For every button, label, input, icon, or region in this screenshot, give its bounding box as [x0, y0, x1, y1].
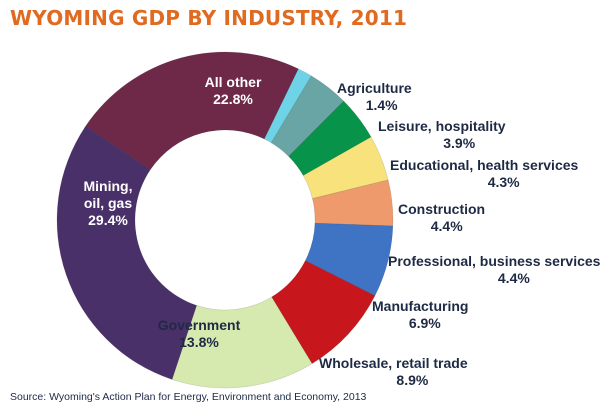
slice-value-label: 22.8% [213, 91, 253, 107]
slice-mining-oil-gas [56, 125, 198, 380]
slice-name-label: Professional, business services [388, 253, 601, 269]
slice-agriculture [263, 68, 312, 144]
slice-label: Leisure, hospitality 3.9% [378, 118, 506, 151]
slice-name-label: Mining, [84, 178, 133, 194]
slice-value-label: 4.4% [431, 218, 463, 234]
slice-name-label: Educational, health services [390, 157, 579, 173]
slice-label: Educational, health services 4.3% [390, 157, 579, 190]
slice-label: Government 13.8% [158, 317, 241, 350]
slice-name-label: Government [158, 317, 241, 333]
slice-government [171, 296, 313, 389]
slice-value-label: 3.9% [443, 135, 475, 151]
slice-value-label: 13.8% [179, 334, 219, 350]
slice-leisure-hospitality [270, 75, 345, 157]
source-note: Source: Wyoming's Action Plan for Energy… [10, 391, 367, 403]
slice-label: Construction 4.4% [398, 201, 485, 234]
slice-label: Wholesale, retail trade 8.9% [319, 355, 468, 388]
chart-title: WYOMING GDP BY INDUSTRY, 2011 [10, 6, 408, 30]
slice-label: Professional, business services 4.4% [388, 253, 601, 286]
slice-label: Mining, oil, gas 29.4% [84, 178, 133, 228]
slice-label: Agriculture 1.4% [337, 80, 412, 113]
slice-label: All other 22.8% [205, 74, 262, 107]
slice-value-label: 6.9% [409, 315, 441, 331]
slice-name-label: Agriculture [337, 80, 412, 96]
slice-value-label: 1.4% [366, 97, 398, 113]
slice-name-label: oil, gas [84, 195, 132, 211]
slice-wholesale-retail-trade [271, 260, 376, 365]
slice-name-label: Manufacturing [372, 298, 468, 314]
slice-name-label: Wholesale, retail trade [319, 355, 468, 371]
slice-value-label: 4.3% [488, 174, 520, 190]
slice-all-other [85, 51, 299, 171]
slice-name-label: Construction [398, 201, 485, 217]
slice-name-label: Leisure, hospitality [378, 118, 506, 134]
slice-value-label: 29.4% [88, 212, 128, 228]
slice-label: Manufacturing 6.9% [372, 298, 468, 331]
slice-name-label: All other [205, 74, 262, 90]
slice-value-label: 4.4% [498, 270, 530, 286]
slice-value-label: 8.9% [396, 372, 428, 388]
